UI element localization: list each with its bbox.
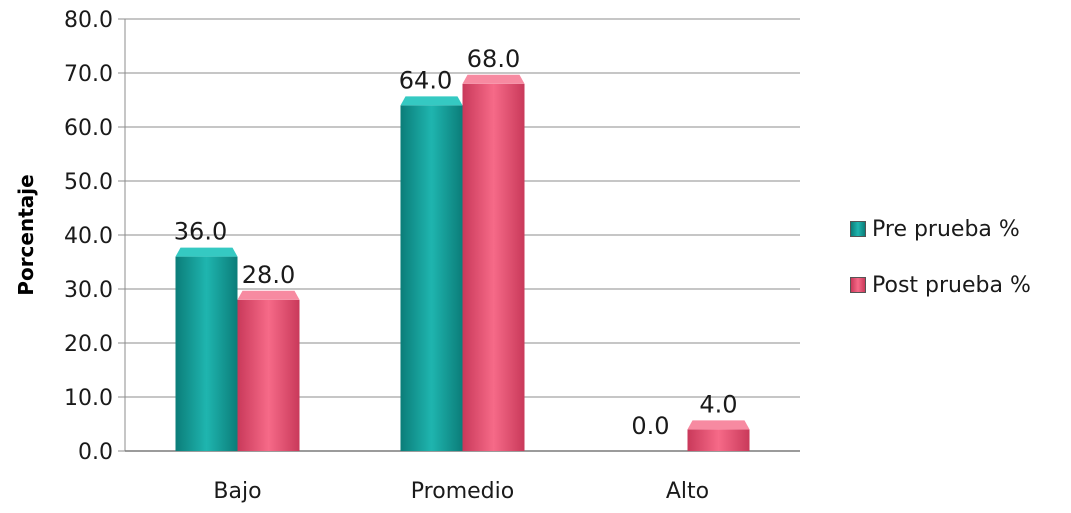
data-label: 4.0 [699, 390, 737, 418]
y-tick-label: 70.0 [64, 62, 113, 87]
y-tick-label: 50.0 [64, 170, 113, 195]
y-tick-label: 60.0 [64, 116, 113, 141]
bar-cap [400, 96, 463, 106]
legend-label-post: Post prueba % [872, 272, 1031, 298]
data-label: 68.0 [467, 45, 520, 73]
data-label: 0.0 [631, 412, 669, 440]
bar [237, 299, 300, 451]
data-label: 28.0 [242, 261, 295, 289]
y-tick-label: 0.0 [78, 440, 113, 465]
y-tick-label: 10.0 [64, 386, 113, 411]
legend-swatch-pre [850, 221, 866, 237]
bar [462, 83, 525, 452]
bar [687, 429, 750, 451]
legend-item-pre: Pre prueba % [850, 214, 1031, 244]
y-tick-label: 40.0 [64, 224, 113, 249]
legend-swatch-post [850, 277, 866, 293]
data-label: 64.0 [399, 66, 452, 94]
bar-cap [462, 74, 525, 84]
x-tick-label: Alto [666, 479, 709, 504]
bar [400, 105, 463, 452]
y-axis-label: Porcentaje [14, 174, 38, 295]
bar-cap [175, 247, 238, 257]
x-tick-label: Promedio [411, 479, 514, 504]
x-tick-label: Bajo [213, 479, 261, 504]
legend-item-post: Post prueba % [850, 270, 1031, 300]
bar [175, 256, 238, 451]
data-label: 36.0 [174, 218, 227, 246]
y-tick-label: 80.0 [64, 8, 113, 33]
legend: Pre prueba % Post prueba % [850, 214, 1031, 326]
bar-cap [687, 420, 750, 430]
legend-label-pre: Pre prueba % [872, 216, 1020, 242]
y-tick-label: 20.0 [64, 332, 113, 357]
y-tick-label: 30.0 [64, 278, 113, 303]
bar-chart-plot: 0.0 10.0 20.0 30.0 40.0 50.0 60.0 70.0 80.0 36.0 2… [14, 8, 800, 504]
bar-cap [237, 290, 300, 300]
